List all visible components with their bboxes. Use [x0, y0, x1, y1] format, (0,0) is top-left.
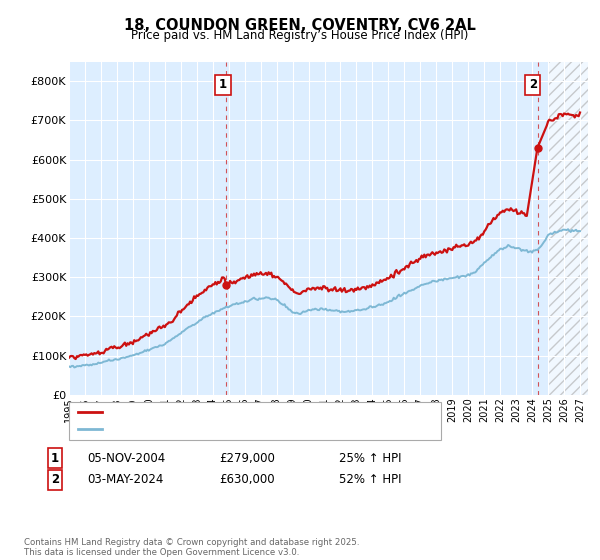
- Text: 18, COUNDON GREEN, COVENTRY, CV6 2AL (detached house): 18, COUNDON GREEN, COVENTRY, CV6 2AL (de…: [107, 407, 428, 417]
- Text: 2: 2: [529, 78, 537, 91]
- Text: Contains HM Land Registry data © Crown copyright and database right 2025.
This d: Contains HM Land Registry data © Crown c…: [24, 538, 359, 557]
- Text: HPI: Average price, detached house, Coventry: HPI: Average price, detached house, Cove…: [107, 424, 347, 434]
- Text: 52% ↑ HPI: 52% ↑ HPI: [339, 473, 401, 487]
- Text: Price paid vs. HM Land Registry’s House Price Index (HPI): Price paid vs. HM Land Registry’s House …: [131, 29, 469, 42]
- Text: 18, COUNDON GREEN, COVENTRY, CV6 2AL: 18, COUNDON GREEN, COVENTRY, CV6 2AL: [124, 18, 476, 33]
- Text: £279,000: £279,000: [219, 451, 275, 465]
- Text: 25% ↑ HPI: 25% ↑ HPI: [339, 451, 401, 465]
- Text: 05-NOV-2004: 05-NOV-2004: [87, 451, 165, 465]
- Text: 1: 1: [219, 78, 227, 91]
- Text: 03-MAY-2024: 03-MAY-2024: [87, 473, 163, 487]
- Text: £630,000: £630,000: [219, 473, 275, 487]
- Text: 1: 1: [51, 451, 59, 465]
- Text: 2: 2: [51, 473, 59, 487]
